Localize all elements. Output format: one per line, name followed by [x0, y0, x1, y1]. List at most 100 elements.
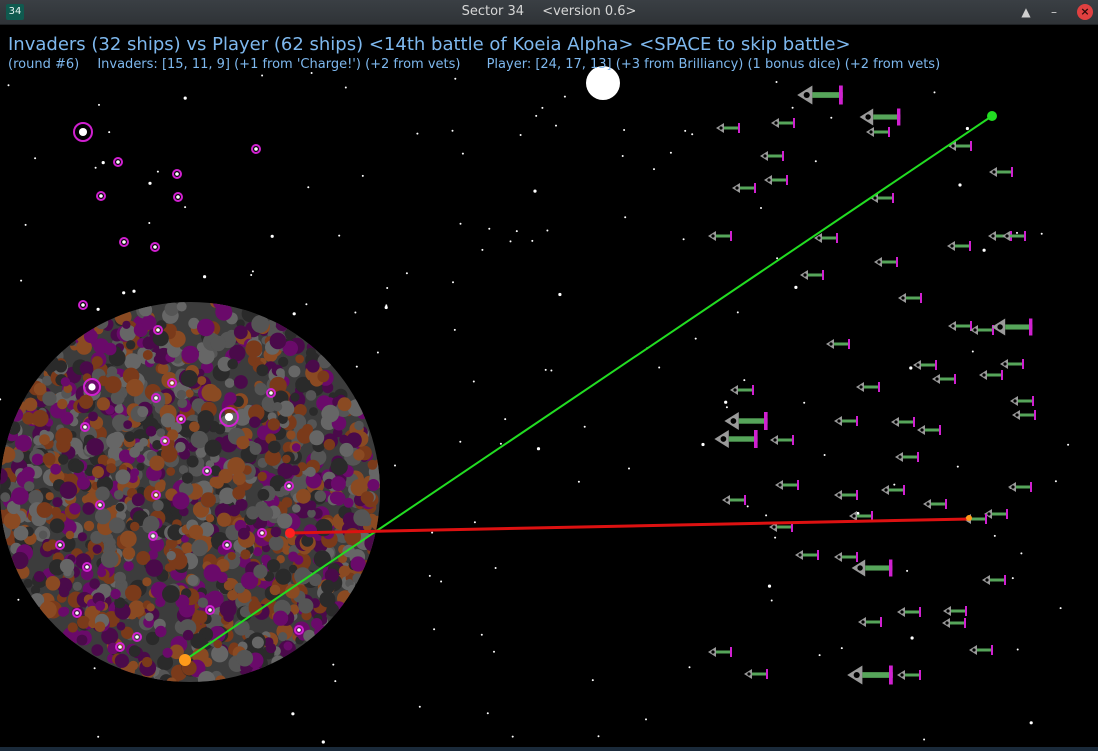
planet-patch	[113, 490, 124, 500]
player-ship	[826, 339, 850, 349]
planet-patch	[198, 347, 215, 365]
player-ship	[881, 485, 905, 495]
planet-patch	[233, 325, 248, 340]
planet-patch	[187, 574, 199, 586]
planet-patch	[15, 434, 32, 452]
minimize-button[interactable]: –	[1051, 5, 1057, 19]
star	[840, 647, 843, 650]
player-ship	[913, 360, 937, 370]
planet-patch	[76, 634, 88, 646]
star	[270, 234, 274, 238]
battle-view[interactable]: Invaders (32 ships) vs Player (62 ships)…	[0, 25, 1098, 747]
star	[97, 735, 100, 738]
planet-patch	[200, 492, 216, 508]
player-ship	[948, 141, 972, 151]
star	[794, 285, 798, 289]
player-ship	[898, 293, 922, 303]
star	[122, 291, 126, 295]
planet-patch	[253, 547, 263, 557]
player-ship	[847, 665, 893, 685]
window-title: Sector 34 <version 0.6>	[0, 0, 1098, 24]
star	[452, 281, 454, 284]
planet-patch	[181, 542, 193, 555]
star	[451, 129, 454, 132]
star	[183, 96, 187, 100]
star	[156, 170, 159, 173]
planet-patch	[126, 378, 144, 397]
star	[334, 680, 337, 683]
planet-patch	[305, 390, 317, 401]
planet-patch	[42, 452, 56, 466]
planet-patch	[302, 424, 313, 435]
planet-patch	[136, 462, 145, 471]
keep-above-button[interactable]: ▲	[1021, 5, 1031, 19]
invader-ship	[96, 191, 106, 201]
star	[385, 304, 388, 307]
planet-patch	[303, 629, 316, 643]
planet-patch	[276, 555, 285, 564]
star	[645, 718, 647, 721]
player-ship	[1002, 231, 1026, 241]
planet-patch	[209, 476, 221, 488]
planet-patch	[153, 355, 162, 364]
star	[775, 81, 778, 83]
planet-patch	[189, 421, 200, 433]
planet-patch	[89, 578, 100, 589]
player-ship	[947, 241, 971, 251]
planet-patch	[116, 621, 126, 631]
planet-patch	[353, 449, 365, 461]
planet-patch	[115, 469, 131, 485]
invader-ship	[132, 632, 142, 642]
battle-status: (round #6) Invaders: [15, 11, 9] (+1 fro…	[8, 57, 940, 72]
star	[1040, 232, 1043, 235]
planet-patch	[162, 585, 180, 603]
player-ship	[760, 151, 784, 161]
planet-patch	[175, 441, 186, 453]
star	[993, 534, 996, 537]
planet-patch	[188, 524, 204, 540]
planet-patch	[337, 397, 352, 412]
star	[310, 72, 313, 74]
close-button[interactable]: ×	[1077, 4, 1093, 20]
star	[531, 239, 534, 242]
planet-patch	[139, 437, 149, 447]
planet-patch	[36, 502, 53, 518]
planet-patch	[69, 503, 81, 515]
planet-patch	[278, 356, 289, 367]
app-icon: 34	[6, 4, 24, 20]
invader-ship	[113, 157, 123, 167]
planet-patch	[265, 642, 277, 654]
planet-patch	[210, 465, 221, 477]
invader-ship	[148, 531, 158, 541]
player-ship	[708, 231, 732, 241]
planet-patch	[94, 621, 106, 633]
planet	[0, 302, 380, 682]
planet-patch	[253, 564, 268, 579]
player-ship	[834, 552, 858, 562]
star	[461, 152, 464, 155]
star	[558, 292, 562, 297]
planet-patch	[219, 600, 237, 618]
planet-patch	[58, 607, 68, 617]
planet-patch	[152, 440, 163, 450]
planet-patch	[223, 580, 234, 591]
planet-patch	[273, 610, 289, 626]
planet-patch	[339, 434, 349, 444]
planet-patch	[160, 413, 176, 428]
star	[923, 738, 926, 741]
star	[305, 303, 308, 306]
planet-patch	[90, 530, 104, 544]
star	[1020, 552, 1023, 555]
planet-patch	[178, 481, 194, 496]
planet-patch	[181, 472, 194, 484]
planet-patch	[180, 534, 189, 543]
star	[376, 351, 379, 354]
star	[17, 598, 20, 601]
planet-patch	[217, 512, 232, 527]
planet-patch	[239, 606, 252, 618]
planet-patch	[270, 526, 282, 538]
planet-patch	[306, 359, 320, 373]
star	[0, 398, 2, 401]
planet-patch	[309, 430, 325, 446]
planet-patch	[166, 467, 176, 476]
